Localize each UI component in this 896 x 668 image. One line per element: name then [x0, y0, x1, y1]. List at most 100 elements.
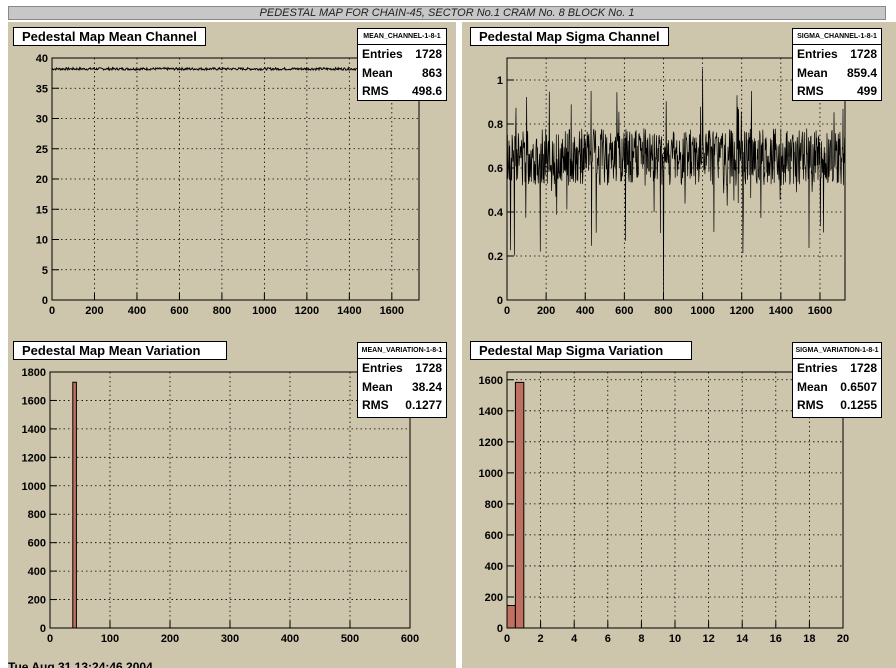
x-tick-label: 200: [161, 633, 179, 645]
mean-variation-plot: 0 100 200 300 400 500 600 0 200 400 600 800 1000 1200…: [22, 367, 420, 645]
x-tick-label: 400: [281, 633, 299, 645]
x-tick-label: 1400: [337, 305, 361, 317]
entries-value: 1728: [415, 47, 442, 61]
x-tick-label: 14: [736, 633, 749, 645]
entries-label: Entries: [797, 361, 838, 375]
stats-box: SIGMA_VARIATION-1-8-1 Entries 1728 Mean 0.…: [792, 342, 882, 418]
y-tick-label: 1800: [22, 367, 46, 379]
rms-value: 0.1255: [840, 398, 877, 412]
mean-value: 0.6507: [840, 379, 877, 394]
y-tick-label: 1400: [479, 406, 503, 418]
rms-label: RMS: [362, 398, 389, 412]
y-tick-label: 0.4: [488, 207, 504, 219]
entries-value: 1728: [415, 361, 442, 375]
y-tick-label: 40: [36, 53, 48, 65]
y-tick-label: 1000: [22, 481, 46, 493]
entries-value: 1728: [850, 47, 877, 61]
y-tick-label: 20: [36, 174, 48, 186]
mean-variation-panel: 0 100 200 300 400 500 600 0 200 400 600 800 1000 1200…: [8, 336, 456, 668]
x-tick-label: 200: [537, 305, 555, 317]
y-tick-label: 5: [42, 265, 48, 277]
entries-label: Entries: [362, 361, 403, 375]
y-tick-label: 1000: [479, 468, 503, 480]
series-line: [506, 68, 846, 301]
panel-title: Pedestal Map Sigma Variation: [470, 341, 692, 360]
x-tick-label: 0: [504, 305, 510, 317]
plot-frame: [506, 371, 844, 629]
x-tick-label: 1000: [252, 305, 276, 317]
x-tick-label: 12: [702, 633, 714, 645]
x-tick-label: 600: [170, 305, 188, 317]
plot-frame: [51, 57, 420, 301]
y-tick-label: 200: [485, 592, 503, 604]
histogram-bar: [506, 605, 516, 629]
entries-label: Entries: [797, 47, 838, 61]
y-tick-label: 400: [28, 566, 46, 578]
mean-channel-panel: 0 200 400 600 800 1000 1200 1400 1600 0 5 10 15 20 25 3…: [8, 22, 456, 354]
sigma-channel-plot: 0 200 400 600 800 1000 1200 1400 1600 0 0.2 0.4 0.6 0…: [488, 57, 846, 317]
y-tick-label: 25: [36, 144, 48, 156]
x-tick-label: 20: [837, 633, 849, 645]
x-tick-label: 400: [128, 305, 146, 317]
sigma-channel-panel: 0 200 400 600 800 1000 1200 1400 1600 0 0.2 0.4 0.6 0…: [462, 22, 896, 354]
panel-title: Pedestal Map Sigma Channel: [470, 27, 669, 46]
x-tick-label: 0: [47, 633, 53, 645]
y-tick-label: 1600: [22, 395, 46, 407]
rms-value: 499: [856, 84, 877, 98]
stats-name: SIGMA_VARIATION-1-8-1: [793, 343, 881, 359]
rms-label: RMS: [797, 398, 824, 412]
y-tick-label: 400: [485, 561, 503, 573]
y-tick-label: 0.8: [488, 119, 503, 131]
histogram-bar: [72, 381, 77, 629]
x-tick-label: 8: [638, 633, 644, 645]
y-tick-label: 0: [40, 623, 46, 635]
x-tick-label: 4: [571, 633, 578, 645]
y-tick-label: 1600: [479, 375, 503, 387]
mean-label: Mean: [362, 379, 393, 394]
y-tick-label: 1400: [22, 424, 46, 436]
page-title: PEDESTAL MAP FOR CHAIN-45, SECTOR No.1 C…: [8, 6, 886, 20]
panel-title: Pedestal Map Mean Channel: [13, 27, 206, 46]
x-tick-label: 800: [654, 305, 672, 317]
x-tick-label: 6: [605, 633, 611, 645]
stats-box: MEAN_CHANNEL-1-8-1 Entries 1728 Mean 863 R…: [357, 28, 447, 101]
mean-label: Mean: [362, 65, 393, 80]
x-tick-label: 600: [615, 305, 633, 317]
y-tick-label: 200: [28, 595, 46, 607]
x-tick-label: 1200: [729, 305, 753, 317]
y-tick-label: 10: [36, 235, 48, 247]
stats-box: SIGMA_CHANNEL-1-8-1 Entries 1728 Mean 859.…: [792, 28, 882, 101]
x-tick-label: 0: [504, 633, 510, 645]
plot-frame: [506, 57, 846, 301]
y-tick-label: 0.6: [488, 163, 503, 175]
y-tick-label: 35: [36, 83, 48, 95]
mean-value: 859.4: [846, 65, 877, 80]
rms-value: 0.1277: [405, 398, 442, 412]
y-tick-label: 1200: [22, 452, 46, 464]
mean-value: 863: [421, 65, 442, 80]
y-tick-label: 1200: [479, 437, 503, 449]
x-tick-label: 1600: [808, 305, 832, 317]
y-tick-label: 30: [36, 114, 48, 126]
panel-title: Pedestal Map Mean Variation: [13, 341, 227, 360]
stats-box: MEAN_VARIATION-1-8-1 Entries 1728 Mean 38.…: [357, 342, 447, 418]
stats-name: MEAN_VARIATION-1-8-1: [358, 343, 446, 359]
entries-value: 1728: [850, 361, 877, 375]
y-tick-label: 15: [36, 204, 48, 216]
x-tick-label: 100: [101, 633, 119, 645]
sigma-variation-plot: 0 2 4 6 8 10 12 14 16 18 2002004006008001000120014…: [479, 371, 849, 645]
histogram-bar: [514, 381, 525, 629]
y-tick-label: 0: [42, 295, 48, 307]
plot-frame: [49, 371, 411, 629]
x-tick-label: 1600: [380, 305, 404, 317]
x-tick-label: 1200: [295, 305, 319, 317]
footer-timestamp: Tue Aug 31 13:24:46 2004: [8, 660, 153, 668]
rms-value: 498.6: [411, 84, 442, 98]
mean-value: 38.24: [411, 379, 442, 394]
sigma-variation-panel: 0 2 4 6 8 10 12 14 16 18 20 0 200 400 600 800 1000 1200 14…: [462, 336, 896, 668]
y-tick-label: 0: [497, 623, 503, 635]
mean-channel-plot: 0 200 400 600 800 1000 1200 1400 1600 0 5 10 15 20 25 3…: [36, 53, 420, 317]
y-tick-label: 600: [28, 538, 46, 550]
x-tick-label: 500: [341, 633, 359, 645]
x-tick-label: 800: [213, 305, 231, 317]
